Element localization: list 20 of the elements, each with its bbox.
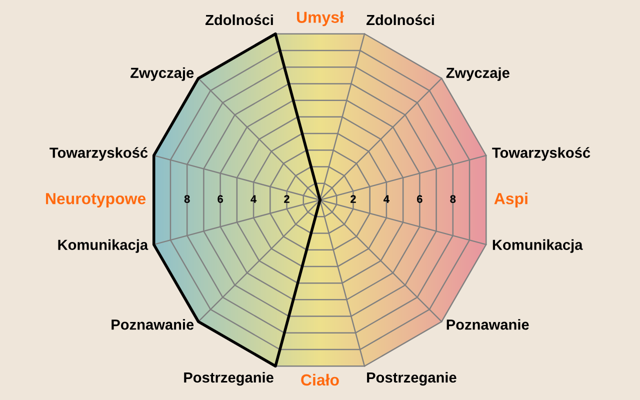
spoke-label: Zwyczaje xyxy=(130,67,194,81)
text: Neurotypowe xyxy=(46,193,146,208)
spoke-label: Poznawanie xyxy=(446,319,529,330)
text: Ciało xyxy=(301,374,339,386)
spoke-label: Towarzyskość xyxy=(50,147,148,161)
text: 8 xyxy=(184,195,190,203)
spoke-label: Poznawanie xyxy=(112,319,194,330)
spoke-label: Postrzeganie xyxy=(367,372,456,386)
text: Aspi xyxy=(494,192,528,208)
text: 4 xyxy=(250,195,257,203)
text: 2 xyxy=(350,195,356,203)
spoke-label: Towarzyskość xyxy=(492,147,590,161)
text: Umysł xyxy=(296,11,344,26)
spoke-label: Zdolności xyxy=(366,14,434,26)
spoke-label: Zdolności xyxy=(206,14,273,26)
text: 6 xyxy=(218,195,224,203)
spoke-label: Postrzeganie xyxy=(184,372,274,386)
spoke-label: Zwyczaje xyxy=(446,67,510,81)
spoke-label: Komunikacja xyxy=(58,239,148,253)
spoke-label: Komunikacja xyxy=(492,239,583,253)
